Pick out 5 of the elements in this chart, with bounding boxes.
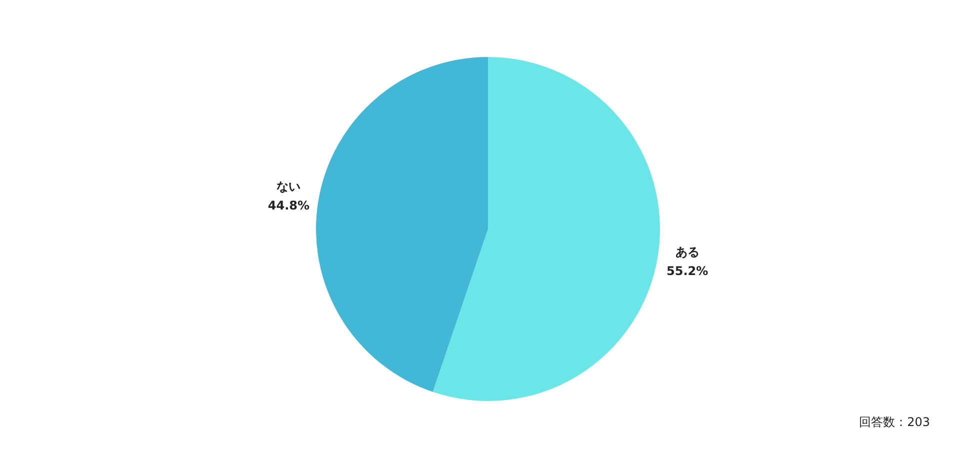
slice-label: ある bbox=[675, 244, 700, 259]
data-label: 55.2% bbox=[666, 264, 708, 278]
data-label: 44.8% bbox=[268, 198, 310, 212]
slice-label: ない bbox=[276, 179, 301, 194]
text: 回答数：203 bbox=[859, 414, 930, 431]
